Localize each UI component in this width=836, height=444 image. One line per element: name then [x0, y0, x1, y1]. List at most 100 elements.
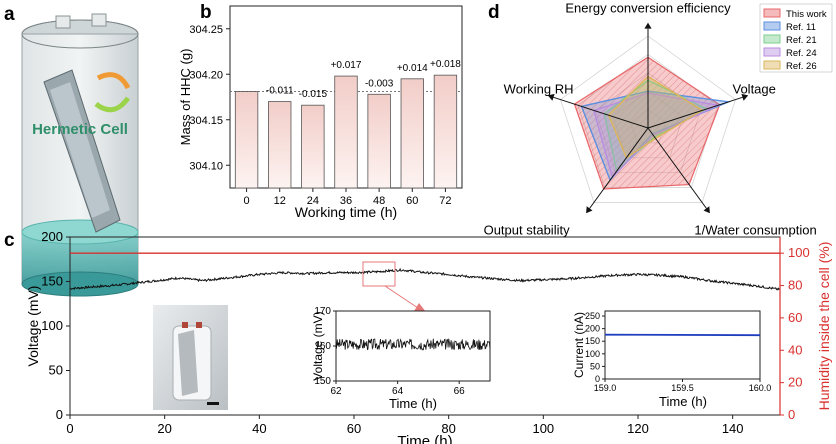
current-inset-ytick-label: 50 [590, 361, 600, 371]
zoom-arrow-icon [384, 285, 419, 309]
radar-legend-label: Ref. 26 [786, 61, 817, 72]
radar-axis-label: Working RH [504, 81, 574, 96]
radar-series-hatch [574, 57, 720, 190]
radar-legend-label: This work [786, 9, 827, 20]
radar-axis-arrow-icon [703, 206, 710, 214]
current-inset-ytick-label: 100 [585, 349, 600, 359]
zoom-region-marker [362, 261, 396, 287]
panel-label-d: d [488, 2, 500, 23]
bar-value-label: -0.011 [266, 86, 294, 97]
radar-chart: Energy conversion efficiency Voltage 1/Wat… [484, 1, 817, 238]
current-inset-ylabel: Current (nA) [572, 312, 586, 378]
bar-value-label: +0.014 [397, 63, 428, 74]
radar-axis-label: 1/Water consumption [694, 222, 816, 237]
current-inset-xtick-label: 159.0 [594, 383, 617, 393]
voltage-inset-ytick-label: 150 [314, 376, 331, 387]
bar-24 [301, 104, 325, 189]
main-xtick-label: 100 [532, 421, 554, 436]
main-ytick-left-label: 0 [56, 407, 63, 422]
main-ytick-right-label: 20 [788, 375, 802, 390]
main-ytick-right-label: 80 [788, 278, 802, 293]
bar-0 [234, 91, 259, 189]
voltage-line [69, 267, 780, 291]
voltage-inset-ytick-label: 160 [314, 341, 331, 352]
panel-label-c: c [4, 230, 15, 251]
bar-48 [367, 93, 391, 189]
radar-axis-arrow-icon [644, 22, 652, 29]
radar-series-4 [607, 75, 704, 159]
radar-legend: This work Ref. 11 Ref. 21 Ref. 24 Ref. 26 [759, 3, 833, 73]
voltage-inset-ytick-label: 170 [314, 306, 331, 317]
electrode-cap-right [91, 13, 107, 27]
bar-60 [400, 78, 424, 189]
main-ytick-left-label: 50 [49, 363, 63, 378]
radar-legend-swatch [763, 60, 781, 70]
bar-chart-xtick-label: 24 [307, 195, 319, 207]
radar-legend-swatch [763, 47, 781, 57]
current-inset-ytick-label: 0 [595, 374, 600, 384]
radar-axis-arrow-icon [547, 93, 555, 101]
bar-chart-xtick-label: 72 [439, 195, 451, 207]
voltage-humidity-chart: 0 20 40 60 80 100 120 140 0 50 100 150 200 0 20 40 60 80 1… [25, 229, 832, 444]
main-ytick-left-label: 150 [41, 274, 63, 289]
voltage-inset-chart: 62 64 66 150 160 170 Time (h) Voltage (mV) [311, 306, 491, 411]
bar-chart-ytick-label: 304.15 [189, 115, 223, 127]
hermetic-cell-illustration: Hermetic Cell [21, 13, 139, 297]
bar-chart-ytick-label: 304.25 [189, 24, 223, 36]
radar-legend-swatch [763, 8, 781, 18]
radar-axis-label: Output stability [484, 222, 570, 237]
current-inset-xtick-label: 159.5 [671, 383, 694, 393]
radar-axis-line [589, 127, 649, 209]
main-xtick-label: 80 [441, 421, 455, 436]
bar-chart-ytick-label: 304.10 [189, 160, 223, 172]
main-xtick-label: 20 [157, 421, 171, 436]
bar-chart-ylabel: Mass of HHC (g) [178, 49, 193, 146]
cycle-arrow-icon [96, 72, 131, 90]
main-ytick-right-label: 40 [788, 342, 802, 357]
main-xtick-label: 0 [66, 421, 73, 436]
bar-chart-xtick-label: 12 [274, 195, 286, 207]
bar-value-label: -0.003 [365, 78, 394, 89]
voltage-inset-xlabel: Time (h) [389, 396, 437, 411]
bar-chart-xtick-label: 60 [406, 195, 418, 207]
radar-axis-label: Voltage [733, 81, 776, 96]
voltage-inset-xtick-label: 66 [454, 386, 466, 397]
current-inset-line [604, 333, 761, 337]
main-ytick-right-label: 0 [788, 407, 795, 422]
bar-value-label: -0.015 [299, 89, 328, 100]
electrode-cap-left [55, 15, 71, 29]
current-inset-ytick-label: 150 [585, 336, 600, 346]
bar-chart-xlabel: Working time (h) [295, 204, 397, 220]
voltage-inset-line [335, 338, 491, 351]
radar-series-3 [592, 92, 721, 179]
main-chart-ylabel-right: Humidity inside the cell (%) [816, 242, 832, 411]
current-inset-ytick-label: 200 [585, 324, 600, 334]
radar-axis-label: Energy conversion efficiency [565, 1, 731, 16]
bar-chart-xtick-label: 48 [373, 195, 385, 207]
hermetic-cell-label: Hermetic Cell [32, 121, 128, 138]
bar-chart-ytick-label: 304.20 [189, 69, 223, 81]
current-inset-ytick-label: 250 [585, 311, 600, 321]
scale-bar [207, 402, 219, 405]
current-inset-xtick-label: 160.0 [749, 383, 772, 393]
radar-axis-arrow-icon [741, 93, 749, 101]
radar-axis-line [647, 96, 743, 129]
device-photo [153, 305, 228, 410]
bar-72 [433, 74, 458, 189]
bar-36 [334, 75, 358, 189]
radar-legend-label: Ref. 24 [786, 48, 817, 59]
main-ytick-left-label: 200 [41, 229, 63, 244]
main-ytick-right-label: 60 [788, 310, 802, 325]
main-chart-xlabel: Time (h) [397, 433, 452, 444]
voltage-inset-xtick-label: 64 [392, 386, 404, 397]
main-xtick-label: 60 [347, 421, 361, 436]
bar-value-label: +0.017 [331, 60, 362, 71]
bar-value-label: +0.018 [430, 59, 461, 70]
main-xtick-label: 120 [627, 421, 649, 436]
bar-chart-xtick-label: 0 [244, 195, 250, 207]
voltage-inset-xtick-label: 62 [330, 386, 342, 397]
main-ytick-left-label: 100 [41, 318, 63, 333]
bar-chart-xtick-label: 36 [340, 195, 352, 207]
radar-axis-line [553, 96, 649, 129]
